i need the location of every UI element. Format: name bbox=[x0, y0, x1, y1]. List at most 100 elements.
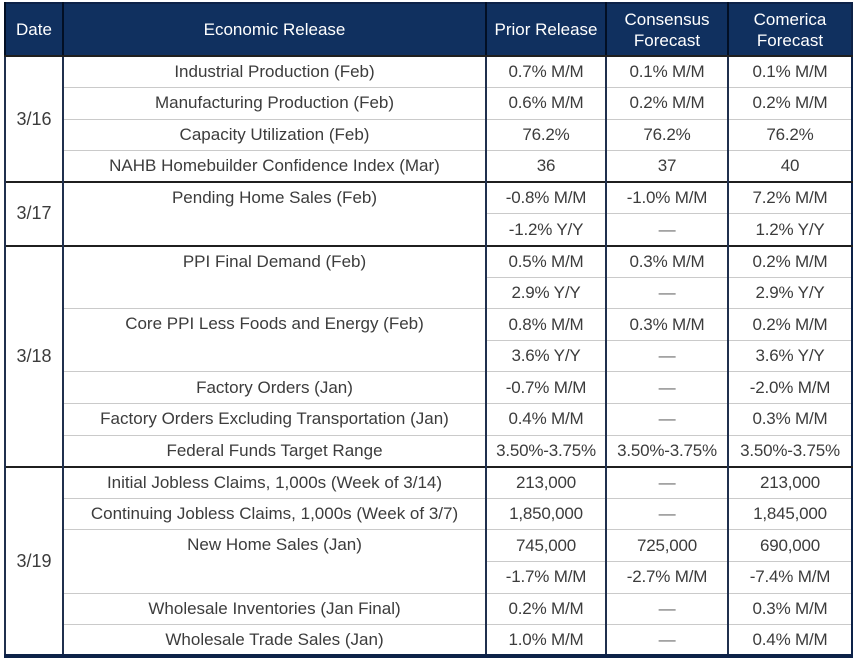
prior-value-cell: -1.7% M/M bbox=[485, 561, 606, 594]
comerica-value-cell: -7.4% M/M bbox=[727, 561, 852, 594]
comerica-value-cell: 1,845,000 bbox=[727, 497, 852, 530]
consensus-value-cell: 37 bbox=[605, 150, 728, 183]
prior-value-cell: -0.7% M/M bbox=[485, 371, 606, 404]
release-cell: Factory Orders Excluding Transportation … bbox=[62, 403, 486, 436]
consensus-value-cell: — bbox=[605, 276, 728, 309]
consensus-value-cell: — bbox=[605, 213, 728, 246]
table-row: Federal Funds Target Range 3.50%-3.75% 3.5… bbox=[5, 434, 852, 467]
comerica-value-cell: 40 bbox=[727, 150, 852, 183]
comerica-value-cell: 2.9% Y/Y bbox=[727, 276, 852, 309]
comerica-value-cell: 0.2% M/M bbox=[727, 308, 852, 341]
table-row: 2.9% Y/Y —2.9% Y/Y bbox=[5, 276, 852, 309]
comerica-value-cell: 3.6% Y/Y bbox=[727, 339, 852, 372]
consensus-value-cell: 0.3% M/M bbox=[605, 244, 728, 278]
prior-value-cell: -0.8% M/M bbox=[485, 181, 606, 214]
release-cell: Wholesale Inventories (Jan Final) bbox=[62, 592, 486, 625]
comerica-value-cell: 0.1% M/M bbox=[727, 55, 852, 88]
comerica-value-cell: 213,000 bbox=[727, 465, 852, 499]
consensus-value-cell: — bbox=[605, 371, 728, 404]
comerica-value-cell: 1.2% Y/Y bbox=[727, 213, 852, 246]
header-row: Date Economic Release Prior Release Cons… bbox=[4, 3, 852, 57]
consensus-value-cell: -1.0% M/M bbox=[605, 181, 728, 214]
table-row: 3/17 Pending Home Sales (Feb) -0.8% M/M -1.… bbox=[4, 181, 852, 246]
release-cell: NAHB Homebuilder Confidence Index (Mar) bbox=[62, 150, 486, 183]
release-cell: PPI Final Demand (Feb) bbox=[62, 244, 486, 309]
table-row: Core PPI Less Foods and Energy (Feb) 0.8%… bbox=[5, 308, 852, 372]
table-row: NAHB Homebuilder Confidence Index (Mar) 3… bbox=[5, 150, 852, 183]
comerica-value-cell: 3.50%-3.75% bbox=[727, 434, 852, 467]
table-row: 3/19 Initial Jobless Claims, 1,000s (Week… bbox=[4, 465, 852, 657]
header-date: Date bbox=[4, 3, 63, 57]
consensus-value-cell: 725,000 bbox=[605, 529, 728, 562]
prior-value-cell: 1,850,000 bbox=[485, 497, 606, 530]
release-cell: Core PPI Less Foods and Energy (Feb) bbox=[62, 308, 486, 372]
prior-value-cell: 0.2% M/M bbox=[485, 592, 606, 625]
release-cell: Pending Home Sales (Feb) bbox=[62, 181, 486, 246]
table-row: Capacity Utilization (Feb) 76.2% 76.2% 76.2… bbox=[5, 118, 852, 151]
comerica-value-cell: 0.3% M/M bbox=[727, 592, 852, 625]
table-row: Wholesale Inventories (Jan Final) 0.2% M/… bbox=[5, 592, 852, 625]
table-row: Manufacturing Production (Feb) 0.6% M/M 0.… bbox=[5, 87, 852, 120]
comerica-value-cell: 0.2% M/M bbox=[727, 87, 852, 120]
comerica-value-cell: 0.2% M/M bbox=[727, 244, 852, 278]
header-consensus-forecast: Consensus Forecast bbox=[605, 3, 728, 57]
consensus-value-cell: 3.50%-3.75% bbox=[605, 434, 728, 467]
consensus-value-cell: 76.2% bbox=[605, 118, 728, 151]
comerica-value-cell: 0.3% M/M bbox=[727, 403, 852, 436]
release-cell: Industrial Production (Feb) bbox=[62, 55, 486, 88]
prior-value-cell: 1.0% M/M bbox=[485, 624, 606, 657]
table-row: 3/18 PPI Final Demand (Feb) 0.5% M/M 0.3% M… bbox=[4, 244, 852, 467]
prior-value-cell: 76.2% bbox=[485, 118, 606, 151]
table-row: 3/16 Industrial Production (Feb) 0.7% M/M 0… bbox=[4, 54, 852, 183]
consensus-value-cell: — bbox=[605, 592, 728, 625]
table-row: Wholesale Trade Sales (Jan) 1.0% M/M —0.4%… bbox=[5, 624, 852, 657]
release-cell: Federal Funds Target Range bbox=[62, 434, 486, 467]
release-cell: New Home Sales (Jan) bbox=[62, 529, 486, 594]
consensus-value-cell: -2.7% M/M bbox=[605, 561, 728, 594]
table-row: Factory Orders (Jan) -0.7% M/M — -2.0% M/M bbox=[5, 371, 852, 404]
prior-value-cell: 36 bbox=[485, 150, 606, 183]
release-cell: Continuing Jobless Claims, 1,000s (Week … bbox=[62, 497, 486, 530]
table-row: Continuing Jobless Claims, 1,000s (Week … bbox=[5, 497, 852, 530]
prior-value-cell: 745,000 bbox=[485, 529, 606, 562]
table-row: -1.7% M/M -2.7% M/M -7.4% M/M bbox=[5, 561, 852, 594]
table-row: New Home Sales (Jan) 745,000 725,000 690,00… bbox=[5, 529, 852, 594]
date-cell: 3/16 bbox=[4, 54, 63, 183]
comerica-value-cell: 690,000 bbox=[727, 529, 852, 562]
comerica-value-cell: -2.0% M/M bbox=[727, 371, 852, 404]
comerica-value-cell: 76.2% bbox=[727, 118, 852, 151]
prior-value-cell: 3.50%-3.75% bbox=[485, 434, 606, 467]
comerica-value-cell: 7.2% M/M bbox=[727, 181, 852, 214]
prior-value-cell: 0.4% M/M bbox=[485, 403, 606, 436]
prior-value-cell: 0.7% M/M bbox=[485, 55, 606, 88]
date-cell: 3/17 bbox=[4, 181, 63, 246]
table-body: 3/16 Industrial Production (Feb) 0.7% M/M 0… bbox=[4, 54, 852, 657]
release-cell: Capacity Utilization (Feb) bbox=[62, 118, 486, 151]
prior-value-cell: 2.9% Y/Y bbox=[485, 276, 606, 309]
prior-value-cell: 0.8% M/M bbox=[485, 308, 606, 341]
prior-value-cell: 0.5% M/M bbox=[485, 244, 606, 278]
release-cell: Wholesale Trade Sales (Jan) bbox=[62, 624, 486, 657]
release-cell: Factory Orders (Jan) bbox=[62, 371, 486, 404]
consensus-value-cell: — bbox=[605, 339, 728, 372]
consensus-value-cell: 0.2% M/M bbox=[605, 87, 728, 120]
prior-value-cell: -1.2% Y/Y bbox=[485, 213, 606, 246]
table-row: Factory Orders Excluding Transportation … bbox=[5, 403, 852, 436]
prior-value-cell: 0.6% M/M bbox=[485, 87, 606, 120]
consensus-value-cell: 0.3% M/M bbox=[605, 308, 728, 341]
consensus-value-cell: — bbox=[605, 497, 728, 530]
comerica-value-cell: 0.4% M/M bbox=[727, 624, 852, 657]
table-row: 3.6% Y/Y —3.6% Y/Y bbox=[5, 339, 852, 372]
header-comerica-forecast: Comerica Forecast bbox=[727, 3, 852, 57]
release-cell: Initial Jobless Claims, 1,000s (Week of … bbox=[62, 465, 486, 499]
consensus-value-cell: — bbox=[605, 403, 728, 436]
consensus-value-cell: — bbox=[605, 624, 728, 657]
date-cell: 3/18 bbox=[4, 244, 63, 467]
consensus-value-cell: — bbox=[605, 465, 728, 499]
prior-value-cell: 3.6% Y/Y bbox=[485, 339, 606, 372]
economic-calendar-table: Date Economic Release Prior Release Cons… bbox=[4, 2, 853, 659]
date-cell: 3/19 bbox=[4, 465, 63, 657]
prior-value-cell: 213,000 bbox=[485, 465, 606, 499]
release-cell: Manufacturing Production (Feb) bbox=[62, 87, 486, 120]
